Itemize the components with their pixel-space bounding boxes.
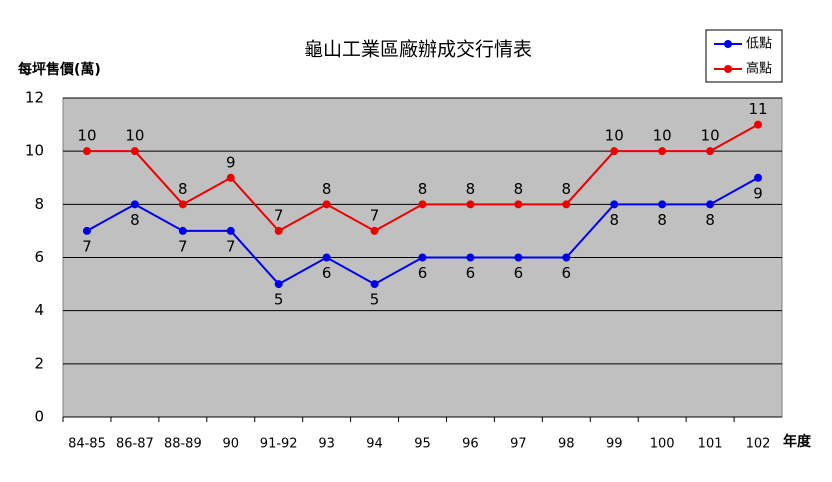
data-label: 8 — [562, 180, 572, 198]
data-label: 7 — [274, 206, 284, 224]
data-point — [418, 200, 427, 209]
data-label: 10 — [125, 127, 144, 145]
data-label: 8 — [514, 180, 524, 198]
legend-label: 低點 — [746, 37, 772, 52]
y-tick-label: 6 — [34, 248, 44, 266]
data-point — [226, 173, 235, 182]
data-label: 8 — [657, 211, 667, 229]
data-label: 6 — [418, 264, 428, 282]
data-label: 6 — [322, 264, 332, 282]
x-tick-label: 101 — [698, 437, 723, 452]
data-point — [706, 200, 715, 209]
data-point — [658, 200, 667, 209]
data-point — [610, 147, 619, 156]
x-tick-label: 95 — [414, 437, 431, 452]
data-point — [370, 226, 379, 235]
data-point — [178, 200, 187, 209]
data-point — [274, 226, 283, 235]
data-label: 9 — [226, 153, 236, 171]
legend-marker — [724, 40, 732, 48]
x-tick-label: 98 — [558, 437, 575, 452]
y-axis-label: 每坪售價(萬) — [18, 61, 101, 78]
x-tick-label: 102 — [746, 437, 771, 452]
data-label: 5 — [274, 291, 284, 309]
data-label: 5 — [370, 291, 380, 309]
data-point — [322, 253, 331, 262]
legend-marker — [724, 65, 732, 73]
x-tick-label: 96 — [462, 437, 479, 452]
data-label: 8 — [130, 211, 140, 229]
data-label: 6 — [466, 264, 476, 282]
x-tick-label: 84-85 — [68, 437, 106, 452]
data-label: 10 — [605, 127, 624, 145]
data-point — [706, 147, 715, 156]
data-point — [562, 200, 571, 209]
data-label: 9 — [753, 184, 763, 202]
data-label: 7 — [178, 237, 188, 255]
data-label: 7 — [370, 206, 380, 224]
data-point — [466, 253, 475, 262]
data-point — [130, 147, 139, 156]
data-point — [562, 253, 571, 262]
data-label: 8 — [705, 211, 715, 229]
data-label: 8 — [418, 180, 428, 198]
y-tick-label: 8 — [34, 195, 44, 213]
data-label: 7 — [82, 237, 92, 255]
data-point — [130, 200, 139, 209]
x-tick-label: 88-89 — [164, 437, 202, 452]
x-tick-label: 97 — [510, 437, 527, 452]
x-tick-label: 99 — [606, 437, 623, 452]
data-point — [658, 147, 667, 156]
y-tick-label: 4 — [34, 301, 44, 319]
data-label: 7 — [226, 237, 236, 255]
data-point — [754, 173, 763, 182]
x-tick-label: 93 — [318, 437, 335, 452]
legend-box — [705, 29, 783, 83]
data-label: 6 — [562, 264, 572, 282]
y-tick-label: 2 — [34, 354, 44, 372]
x-tick-label: 90 — [222, 437, 239, 452]
legend-label: 高點 — [746, 61, 772, 77]
chart-title: 龜山工業區廠辦成交行情表 — [304, 38, 532, 61]
data-point — [82, 226, 91, 235]
y-tick-label: 12 — [25, 89, 44, 107]
data-point — [178, 226, 187, 235]
data-label: 11 — [748, 100, 767, 118]
x-tick-label: 94 — [366, 437, 383, 452]
y-tick-label: 0 — [34, 408, 44, 426]
data-point — [82, 147, 91, 156]
data-label: 6 — [514, 264, 524, 282]
x-tick-label: 91-92 — [260, 437, 298, 452]
data-point — [226, 226, 235, 235]
data-point — [610, 200, 619, 209]
data-point — [418, 253, 427, 262]
data-label: 10 — [701, 127, 720, 145]
data-label: 8 — [322, 180, 332, 198]
data-point — [274, 280, 283, 289]
data-point — [754, 120, 763, 129]
data-point — [514, 200, 523, 209]
x-tick-label: 86-87 — [116, 437, 154, 452]
data-label: 10 — [653, 127, 672, 145]
x-tick-label: 100 — [650, 437, 675, 452]
y-tick-label: 10 — [25, 142, 44, 160]
data-point — [322, 200, 331, 209]
data-label: 8 — [466, 180, 476, 198]
data-label: 10 — [77, 127, 96, 145]
data-point — [370, 280, 379, 289]
data-label: 8 — [609, 211, 619, 229]
data-point — [514, 253, 523, 262]
data-label: 8 — [178, 180, 188, 198]
data-point — [466, 200, 475, 209]
x-axis-label: 年度 — [783, 433, 812, 450]
